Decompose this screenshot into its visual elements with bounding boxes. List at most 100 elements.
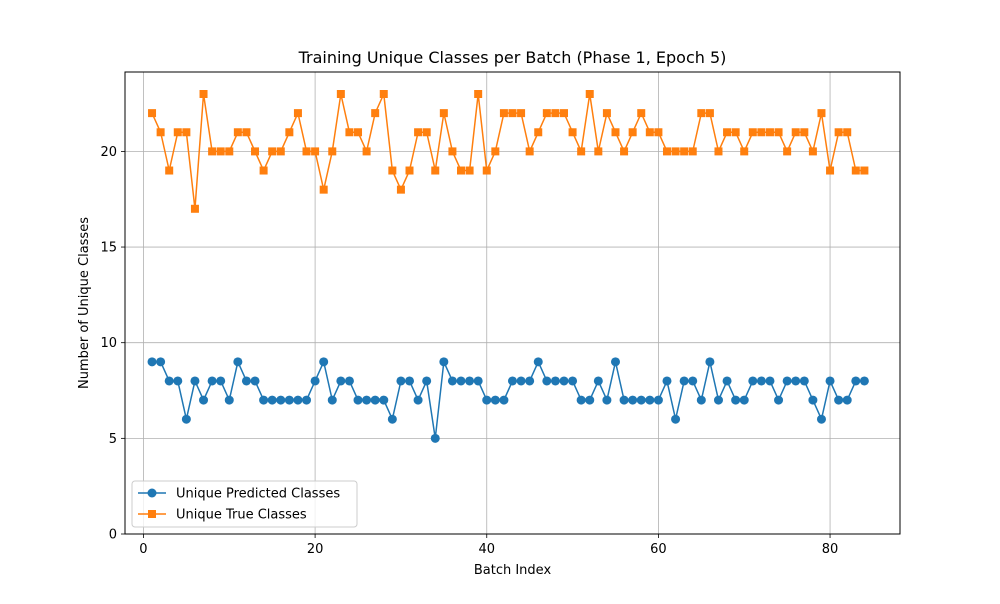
- data-point: [276, 147, 285, 156]
- data-point: [816, 414, 826, 424]
- data-point: [207, 376, 217, 386]
- data-point: [490, 395, 500, 405]
- data-point: [148, 109, 157, 118]
- data-point: [147, 357, 157, 367]
- data-point: [379, 395, 389, 405]
- y-tick-label: 20: [100, 145, 117, 160]
- data-point: [448, 147, 457, 156]
- data-point: [387, 414, 397, 424]
- data-point: [559, 376, 569, 386]
- data-point: [190, 376, 200, 386]
- data-point: [267, 395, 277, 405]
- data-point: [619, 395, 629, 405]
- data-point: [465, 376, 475, 386]
- data-point: [550, 376, 560, 386]
- data-point: [585, 395, 595, 405]
- data-point: [482, 166, 491, 175]
- x-tick-label: 60: [650, 542, 667, 557]
- data-point: [551, 109, 560, 118]
- data-point: [620, 147, 629, 156]
- data-point: [259, 166, 268, 175]
- data-point: [457, 166, 466, 175]
- data-point: [354, 128, 363, 137]
- data-point: [224, 395, 234, 405]
- data-point: [327, 395, 337, 405]
- data-point: [542, 376, 552, 386]
- data-point: [251, 147, 260, 156]
- legend: Unique Predicted Classes Unique True Clas…: [131, 480, 358, 528]
- chart-title: Training Unique Classes per Batch (Phase…: [298, 48, 727, 67]
- y-tick-label: 15: [100, 241, 117, 256]
- data-point: [705, 357, 715, 367]
- data-point: [285, 128, 294, 137]
- data-point: [353, 395, 363, 405]
- data-point: [628, 128, 637, 137]
- data-point: [645, 128, 654, 137]
- data-point: [765, 128, 774, 137]
- series-layer: [147, 90, 869, 443]
- data-point: [808, 395, 818, 405]
- data-point: [447, 376, 457, 386]
- data-point: [508, 109, 517, 118]
- data-point: [181, 414, 191, 424]
- data-point: [843, 128, 852, 137]
- data-point: [577, 147, 586, 156]
- data-point: [662, 147, 671, 156]
- data-point: [817, 109, 826, 118]
- data-point: [783, 147, 792, 156]
- data-point: [302, 395, 312, 405]
- data-point: [508, 376, 517, 386]
- data-point: [680, 147, 689, 156]
- data-point: [405, 376, 415, 386]
- data-point: [826, 166, 835, 175]
- data-point: [723, 128, 732, 137]
- data-point: [860, 166, 869, 175]
- data-point: [370, 395, 380, 405]
- data-point: [808, 147, 817, 156]
- data-point: [791, 128, 800, 137]
- legend-marker: [147, 488, 157, 498]
- data-point: [791, 376, 801, 386]
- data-point: [362, 147, 371, 156]
- data-point: [859, 376, 869, 386]
- data-point: [645, 395, 655, 405]
- series-2: [148, 90, 869, 213]
- data-point: [731, 128, 740, 137]
- data-point: [319, 185, 328, 194]
- data-point: [379, 90, 388, 98]
- data-point: [748, 128, 757, 137]
- data-point: [636, 395, 646, 405]
- y-tick-label: 0: [109, 528, 117, 543]
- plot-frame: [124, 71, 901, 535]
- data-point: [679, 376, 689, 386]
- data-point: [242, 128, 251, 137]
- data-point: [284, 395, 294, 405]
- data-point: [371, 109, 380, 118]
- data-point: [173, 376, 183, 386]
- data-point: [336, 376, 346, 386]
- data-point: [671, 147, 680, 156]
- data-point: [293, 395, 303, 405]
- x-axis-label: Batch Index: [474, 563, 552, 578]
- data-point: [362, 395, 372, 405]
- data-point: [268, 147, 277, 156]
- data-point: [336, 90, 345, 98]
- legend-label: Unique Predicted Classes: [176, 487, 340, 502]
- y-tick-label: 10: [100, 336, 117, 351]
- data-point: [396, 185, 405, 194]
- data-point: [568, 376, 578, 386]
- legend-label: Unique True Classes: [176, 508, 307, 523]
- data-point: [842, 395, 852, 405]
- data-point: [782, 376, 792, 386]
- data-point: [165, 166, 174, 175]
- data-point: [439, 357, 449, 367]
- data-point: [533, 357, 543, 367]
- data-point: [190, 204, 199, 213]
- data-point: [311, 147, 320, 156]
- data-point: [576, 395, 586, 405]
- data-point: [799, 376, 809, 386]
- data-point: [585, 90, 594, 98]
- data-point: [319, 357, 329, 367]
- data-point: [559, 109, 568, 118]
